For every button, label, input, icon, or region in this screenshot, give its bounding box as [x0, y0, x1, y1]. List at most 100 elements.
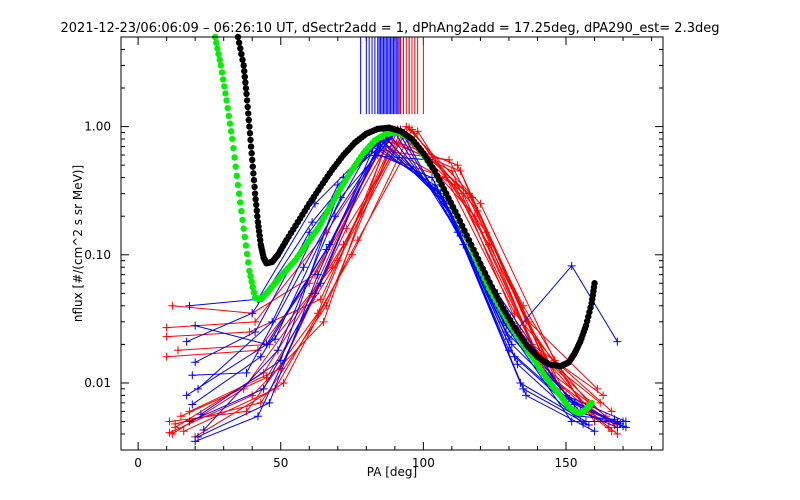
black-fit-point — [465, 236, 473, 244]
red-sector-line — [162, 151, 593, 407]
black-fit-curve — [234, 33, 598, 370]
red-sector-point — [593, 384, 602, 393]
blue-sector-point — [188, 400, 197, 409]
red-sector-point — [279, 378, 288, 387]
x-axis-label: PA [deg] — [367, 465, 417, 479]
blue-sector-point — [504, 335, 513, 344]
blue-sector-polyline — [194, 139, 618, 442]
blue-sector-point — [188, 371, 197, 380]
blue-sector-line — [196, 125, 599, 436]
black-fit-point — [246, 130, 254, 137]
red-sector-point — [596, 398, 605, 407]
black-fit-point — [591, 280, 598, 287]
y-axis-label: nflux [#/(cm^2 s sr MeV)] — [71, 165, 85, 322]
green-fit-point — [222, 90, 229, 97]
blue-sector-point — [242, 368, 251, 377]
green-fit-point — [215, 50, 222, 58]
blue-sector-point — [253, 412, 262, 421]
red-sector-point — [607, 427, 616, 436]
red-sector-point — [413, 127, 422, 136]
green-fit-point — [216, 56, 223, 63]
blue-sector-point — [439, 197, 448, 206]
blue-sector-polyline — [203, 132, 584, 431]
black-fit-point — [468, 241, 475, 249]
blue-sector-point — [182, 391, 191, 400]
green-fit-point — [225, 112, 233, 120]
green-fit-point — [247, 273, 254, 280]
red-sector-point — [353, 236, 362, 245]
chart-title: 2021-12-23/06:06:09 – 06:26:10 UT, dSect… — [61, 21, 720, 36]
x-tick-label: 150 — [555, 456, 578, 470]
axes-group: 0 50 100 150 0.01 0.10 1.00 — [84, 36, 663, 470]
green-fit-point — [229, 135, 236, 143]
red-sector-point — [607, 407, 616, 416]
green-fit-point — [223, 97, 230, 104]
red-sector-point — [319, 317, 328, 326]
blue-sector-point — [256, 352, 265, 361]
black-fit-point — [247, 143, 255, 150]
green-fit-point — [219, 76, 227, 83]
green-fit-point — [588, 399, 595, 407]
red-sector-point — [316, 295, 325, 304]
blue-sector-point — [182, 337, 191, 346]
green-fit-point — [217, 62, 225, 69]
blue-sector-point — [194, 432, 203, 441]
green-fit-point — [249, 283, 256, 291]
red-sector-point — [176, 412, 185, 421]
green-fit-point — [245, 259, 252, 266]
black-fit-point — [251, 190, 259, 197]
blue-sector-point — [313, 270, 322, 279]
red-sector-line — [165, 135, 599, 426]
x-tick-label: 50 — [273, 456, 288, 470]
blue-sector-point — [613, 337, 622, 346]
green-fit-point — [218, 69, 226, 76]
black-fit-point — [252, 196, 259, 203]
blue-sector-point — [522, 391, 531, 400]
blue-sector-point — [273, 346, 282, 355]
blue-sector-polyline — [186, 129, 590, 426]
red-sector-point — [467, 193, 476, 202]
green-fit-point — [242, 242, 250, 249]
black-fit-point — [242, 84, 250, 92]
red-sector-point — [174, 346, 183, 355]
plot-frame — [120, 36, 664, 451]
red-sector-point — [476, 199, 485, 208]
black-fit-point — [470, 246, 477, 253]
black-fit-point — [237, 45, 244, 52]
green-fit-point — [231, 154, 238, 161]
red-sector-point — [405, 123, 414, 132]
blue-sector-point — [185, 301, 194, 310]
red-sector-point — [165, 417, 174, 426]
green-fit-point — [234, 181, 242, 189]
blue-sector-point — [248, 309, 257, 318]
blue-sector-polyline — [197, 144, 627, 438]
y-tick-label: 0.10 — [84, 248, 111, 262]
black-fit-point — [245, 110, 252, 117]
black-fit-point — [250, 176, 258, 184]
red-sector-point — [442, 173, 451, 182]
black-fit-point — [248, 150, 255, 157]
green-fit-point — [227, 128, 235, 135]
black-fit-point — [243, 90, 250, 98]
black-fit-point — [245, 116, 252, 124]
red-sector-point — [162, 332, 171, 341]
green-fit-point — [248, 278, 255, 285]
blue-sector-point — [510, 352, 519, 361]
green-fit-point — [224, 104, 231, 112]
black-fit-point — [458, 222, 466, 229]
black-fit-point — [249, 163, 256, 170]
red-sector-point — [519, 301, 528, 310]
black-fit-point — [461, 227, 468, 234]
x-tick-label: 100 — [412, 456, 435, 470]
black-fit-point — [474, 255, 482, 263]
black-fit-point — [472, 251, 480, 258]
black-fit-point — [235, 39, 243, 46]
black-fit-point — [250, 170, 257, 177]
red-sector-point — [453, 161, 462, 170]
blue-sector-polyline — [197, 131, 587, 422]
blue-sector-point — [299, 263, 308, 272]
red-sector-point — [456, 167, 465, 176]
blue-sector-point — [584, 421, 593, 430]
blue-sector-point — [590, 427, 599, 436]
